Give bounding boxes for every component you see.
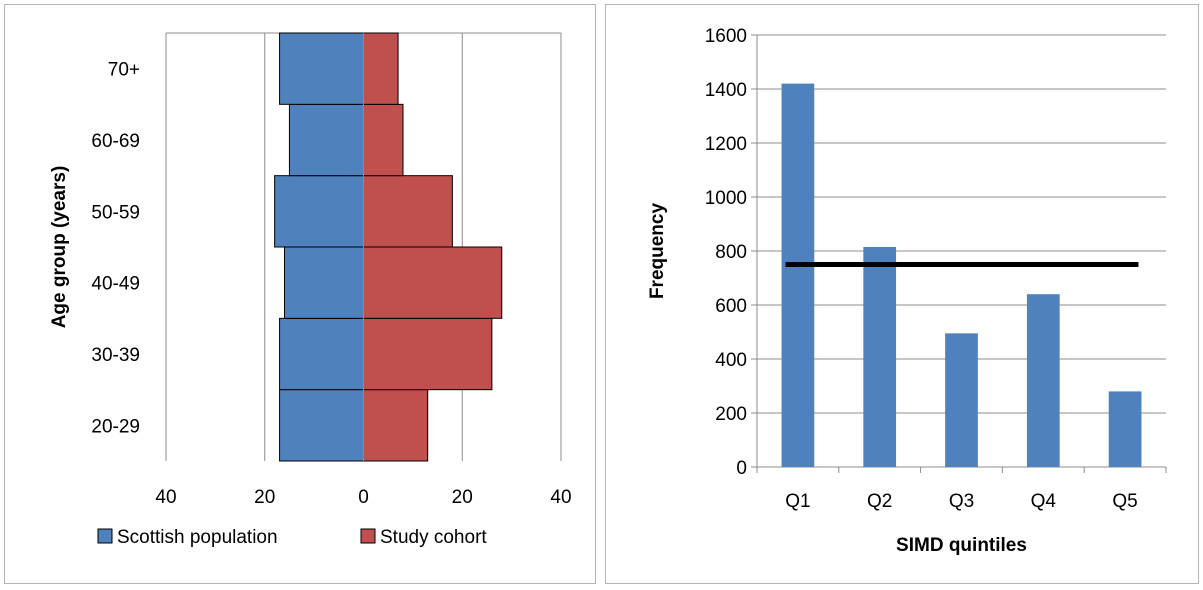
pyramid-bar-20-29-cohort	[363, 389, 429, 462]
pyramid-bar-40-49-cohort	[363, 246, 503, 319]
legend-label-scottish: Scottish population	[117, 527, 278, 548]
x-axis-title: SIMD quintiles	[896, 535, 1027, 556]
bar-Q1	[781, 83, 815, 467]
pyramid-bar-20-29-scottish	[279, 389, 364, 462]
y-tick-label: 800	[715, 242, 747, 263]
bar-Q5	[1108, 391, 1142, 467]
y-tick-label: 1400	[705, 80, 747, 101]
y-tick-label: 0	[736, 458, 747, 479]
pyramid-bar-70+-cohort	[363, 32, 399, 105]
pyramid-bar-70+-scottish	[279, 32, 364, 105]
bar-Q3	[945, 333, 978, 467]
x-tick-label: Q2	[867, 491, 892, 512]
pyramid-x-tick-label: 0	[358, 487, 369, 508]
pyramid-x-tick-label: 40	[550, 487, 571, 508]
population-pyramid-panel: 20-29 30-39 40-49 50-59 60-69 70+ 40 20 0 20 40 Age…	[4, 4, 596, 584]
pyramid-category-label: 30-39	[91, 345, 140, 366]
x-tick-label: Q4	[1031, 491, 1057, 512]
pyramid-bar-30-39-cohort	[363, 317, 493, 391]
legend-swatch-scottish	[97, 528, 113, 544]
bar-Q4	[1026, 294, 1060, 467]
pyramid-x-tick-label: 40	[155, 487, 176, 508]
y-tick-label: 1200	[705, 134, 747, 155]
y-axis-title: Frequency	[647, 203, 668, 300]
pyramid-category-label: 50-59	[91, 202, 140, 223]
bar-Q2	[863, 246, 897, 467]
x-tick-label: Q1	[785, 491, 810, 512]
y-tick-label: 1000	[705, 188, 747, 209]
y-tick-label: 600	[715, 296, 747, 317]
pyramid-category-label: 70+	[108, 60, 140, 81]
pyramid-bar-40-49-scottish	[284, 246, 364, 319]
x-tick-label: Q5	[1112, 491, 1137, 512]
y-tick-label: 400	[715, 350, 747, 371]
pyramid-bar-60-69-cohort	[363, 103, 404, 177]
pyramid-bar-50-59-scottish	[274, 175, 364, 248]
pyramid-x-tick-label: 20	[254, 487, 275, 508]
legend-swatch-cohort	[360, 528, 376, 544]
y-tick-label: 1600	[705, 26, 747, 47]
pyramid-y-axis-title: Age group (years)	[49, 166, 70, 329]
pyramid-bar-60-69-scottish	[288, 103, 364, 177]
pyramid-bar-50-59-cohort	[363, 175, 453, 248]
legend-label-cohort: Study cohort	[380, 527, 487, 548]
simd-bar-chart-panel: 0 200 400 600 800 1000 1200 1400 1600 Q1 Q2 Q3 Q4 Q5 S…	[605, 4, 1199, 584]
pyramid-category-label: 20-29	[91, 416, 140, 437]
population-pyramid-chart: 20-29 30-39 40-49 50-59 60-69 70+ 40 20 0 20 40 Age…	[49, 32, 572, 548]
pyramid-bar-30-39-scottish	[279, 317, 364, 391]
pyramid-x-tick-label: 20	[452, 487, 473, 508]
x-tick-label: Q3	[949, 491, 974, 512]
pyramid-category-label: 40-49	[91, 274, 140, 295]
simd-bar-chart: 0 200 400 600 800 1000 1200 1400 1600 Q1 Q2 Q3 Q4 Q5 S…	[647, 26, 1167, 556]
y-tick-label: 200	[715, 404, 747, 425]
pyramid-category-label: 60-69	[91, 131, 140, 152]
